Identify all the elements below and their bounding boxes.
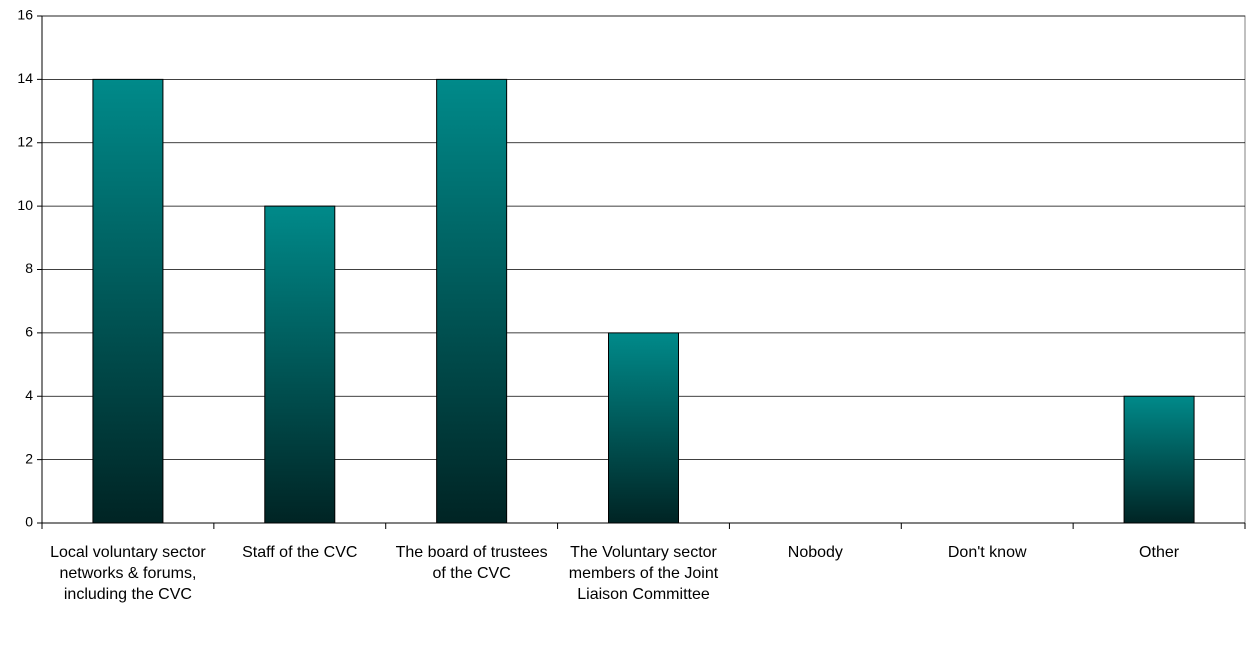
bar [436,78,508,524]
y-tick-label: 2 [25,450,33,466]
bar [1123,395,1195,524]
y-tick-label: 10 [17,197,33,213]
y-tick-label: 0 [25,514,33,530]
y-tick-label: 16 [17,7,33,23]
y-tick-label: 4 [25,387,33,403]
y-tick-label: 6 [25,324,33,340]
x-tick-label: Don't know [947,544,1027,561]
y-tick-label: 14 [17,70,33,86]
x-tick-label: The board of trustees of the CVC [395,544,548,582]
y-tick-label: 8 [25,260,33,276]
bar [608,332,679,524]
bar [264,205,336,524]
y-tick-label: 12 [17,133,33,149]
x-tick-label: Nobody [787,544,843,561]
bar [92,78,164,524]
x-tick-label: Staff of the CVC [242,544,358,561]
x-tick-label: Local voluntary sector networks & forums… [50,544,206,603]
x-tick-label: Other [1139,544,1180,561]
x-tick-label: The Voluntary sector members of the Join… [568,544,719,603]
